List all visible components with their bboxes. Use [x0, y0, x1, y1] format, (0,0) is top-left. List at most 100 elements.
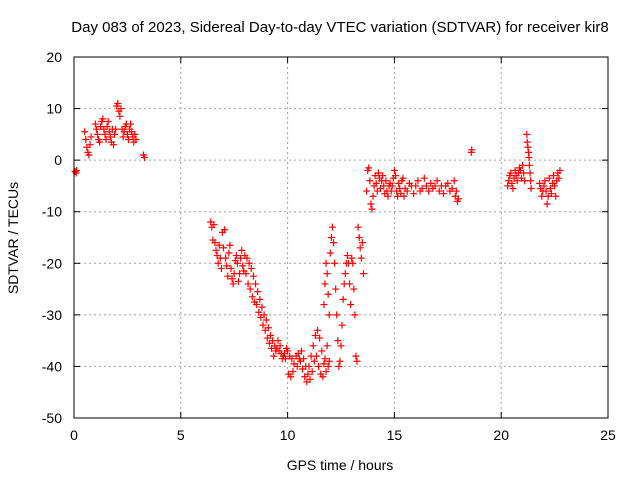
data-point: [468, 146, 476, 154]
data-point: [304, 370, 312, 378]
data-point: [403, 187, 411, 195]
data-point: [420, 174, 428, 182]
data-point: [320, 360, 328, 368]
data-point: [355, 234, 363, 241]
data-point: [99, 115, 107, 123]
data-point: [374, 169, 382, 177]
data-point: [315, 362, 323, 370]
data-point: [238, 246, 246, 254]
data-point: [322, 259, 330, 267]
data-point: [263, 334, 271, 342]
data-point: [284, 347, 292, 355]
data-point: [542, 187, 550, 195]
data-point: [418, 185, 426, 193]
data-point: [232, 252, 240, 260]
data-point: [331, 259, 339, 267]
x-tick-label: 0: [70, 427, 78, 443]
x-tick-labels: 0 5 10 15 20 25: [70, 427, 616, 443]
data-point: [357, 254, 365, 262]
data-point: [224, 272, 232, 280]
data-point: [322, 368, 330, 376]
data-point: [349, 259, 357, 267]
data-point: [523, 130, 531, 138]
data-point: [367, 200, 375, 208]
data-point: [346, 280, 354, 288]
x-tick-label: 20: [493, 427, 509, 443]
data-point: [323, 342, 331, 350]
data-point: [325, 357, 333, 365]
data-point: [414, 177, 422, 185]
data-point: [520, 169, 528, 177]
data-point: [433, 177, 441, 185]
data-point: [422, 182, 430, 190]
data-point: [300, 355, 308, 363]
data-point: [384, 192, 392, 200]
data-point: [321, 280, 329, 288]
data-point: [400, 192, 408, 200]
data-point: [525, 154, 533, 162]
data-point: [278, 355, 286, 363]
data-point: [124, 136, 132, 144]
data-point: [268, 344, 276, 352]
y-tick-label: -30: [42, 307, 62, 323]
data-point: [117, 105, 125, 113]
data-point: [247, 264, 255, 272]
data-point: [131, 130, 139, 138]
data-point: [257, 313, 265, 321]
data-point: [341, 270, 349, 278]
data-point: [276, 342, 284, 350]
data-point: [274, 337, 282, 345]
data-point: [334, 337, 342, 345]
data-point: [222, 254, 230, 262]
data-point: [309, 342, 317, 350]
data-point: [427, 179, 435, 187]
data-point: [330, 239, 338, 247]
data-point: [319, 373, 327, 381]
data-point: [101, 130, 109, 138]
data-point: [255, 308, 263, 316]
y-tick-label: -50: [42, 410, 62, 426]
data-point: [239, 262, 247, 270]
plot-frame: [73, 56, 609, 419]
data-point: [507, 169, 515, 177]
x-tick-label: 15: [387, 427, 403, 443]
y-tick-label: 0: [54, 152, 62, 168]
data-point: [351, 311, 359, 319]
data-point: [336, 357, 344, 365]
data-point: [388, 182, 396, 190]
data-point: [326, 249, 334, 257]
data-point: [526, 169, 534, 177]
x-tick-label: 5: [177, 427, 185, 443]
data-point: [297, 347, 305, 355]
data-point: [545, 174, 553, 182]
data-point: [237, 254, 245, 262]
data-point: [211, 239, 219, 247]
data-point: [513, 177, 521, 185]
data-point: [321, 355, 329, 363]
data-point: [448, 185, 456, 193]
data-point: [390, 166, 398, 174]
data-point: [348, 254, 356, 262]
data-point: [262, 316, 270, 324]
data-point: [363, 187, 371, 195]
data-point: [454, 195, 462, 203]
data-point: [82, 136, 90, 144]
data-point: [450, 177, 458, 185]
data-point: [254, 288, 262, 296]
data-point: [556, 166, 564, 174]
data-point: [87, 133, 95, 141]
data-point: [110, 141, 118, 149]
data-point: [293, 362, 301, 370]
data-point: [220, 244, 228, 252]
data-point: [308, 368, 316, 376]
data-point: [114, 99, 122, 107]
data-point: [372, 179, 380, 187]
data-point: [104, 117, 112, 125]
data-point: [440, 190, 448, 198]
data-point: [132, 136, 140, 144]
data-point: [523, 138, 531, 146]
data-point: [425, 187, 433, 195]
data-point: [540, 182, 548, 190]
data-point: [350, 285, 358, 293]
